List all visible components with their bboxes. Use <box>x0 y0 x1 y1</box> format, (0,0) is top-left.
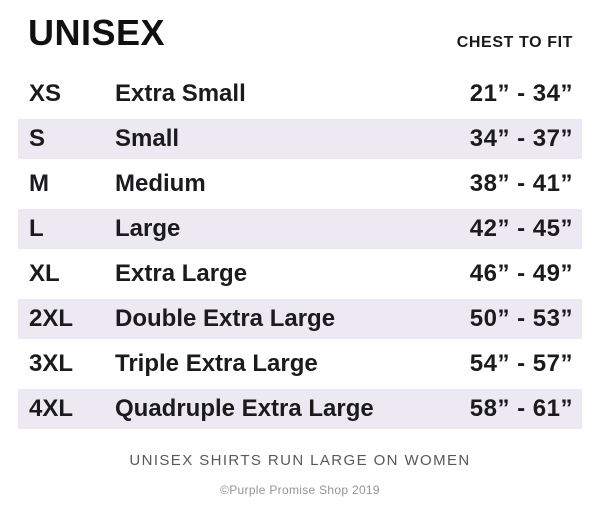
table-row: L Large 42” - 45” <box>18 209 582 249</box>
table-row: S Small 34” - 37” <box>18 119 582 159</box>
chest-range-cell: 50” - 53” <box>469 305 573 332</box>
size-name-cell: Small <box>115 125 180 152</box>
size-name-cell: Medium <box>115 170 206 197</box>
table-row: XL Extra Large 46” - 49” <box>18 254 582 294</box>
page-title: UNISEX <box>28 12 166 53</box>
chest-range-cell: 38” - 41” <box>469 170 573 197</box>
column-header-chest-to-fit: CHEST TO FIT <box>456 34 573 51</box>
size-code-cell: 3XL <box>29 350 74 377</box>
size-code-cell: XL <box>29 260 60 287</box>
table-row: 4XL Quadruple Extra Large 58” - 61” <box>18 389 582 429</box>
table-row: 2XL Double Extra Large 50” - 53” <box>18 299 582 339</box>
size-code-cell: M <box>29 170 49 197</box>
chest-range-cell: 21” - 34” <box>469 80 573 107</box>
size-name-cell: Double Extra Large <box>115 305 336 332</box>
table-row: M Medium 38” - 41” <box>18 164 582 204</box>
chest-range-cell: 54” - 57” <box>469 350 573 377</box>
size-name-cell: Large <box>115 215 181 242</box>
copyright: ©Purple Promise Shop 2019 <box>220 483 380 497</box>
size-code-cell: XS <box>29 80 62 107</box>
size-table: XS Extra Small 21” - 34” S Small 34” - 3… <box>18 74 582 434</box>
size-name-cell: Quadruple Extra Large <box>115 395 374 422</box>
size-name-cell: Triple Extra Large <box>115 350 318 377</box>
fit-note: UNISEX SHIRTS RUN LARGE ON WOMEN <box>129 452 471 469</box>
size-code-cell: S <box>29 125 46 152</box>
chest-range-cell: 46” - 49” <box>469 260 573 287</box>
size-name-cell: Extra Small <box>115 80 246 107</box>
table-row: 3XL Triple Extra Large 54” - 57” <box>18 344 582 384</box>
table-row: XS Extra Small 21” - 34” <box>18 74 582 114</box>
chest-range-cell: 42” - 45” <box>469 215 573 242</box>
chest-range-cell: 34” - 37” <box>469 125 573 152</box>
size-code-cell: L <box>29 215 44 242</box>
chest-range-cell: 58” - 61” <box>469 395 573 422</box>
size-code-cell: 4XL <box>29 395 74 422</box>
size-code-cell: 2XL <box>29 305 74 332</box>
size-name-cell: Extra Large <box>115 260 248 287</box>
